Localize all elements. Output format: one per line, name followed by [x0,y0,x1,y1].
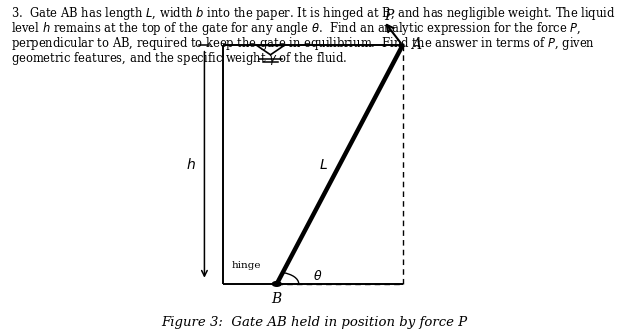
Text: $L$: $L$ [320,158,328,172]
Text: level $h$ remains at the top of the gate for any angle $\theta$.  Find an analyt: level $h$ remains at the top of the gate… [11,20,581,37]
Text: $\theta$: $\theta$ [313,268,322,283]
Text: 3.  Gate AB has length $L$, width $b$ into the paper. It is hinged at B, and has: 3. Gate AB has length $L$, width $b$ int… [11,5,616,22]
Text: geometric features, and the specific weight $\gamma$ of the fluid.: geometric features, and the specific wei… [11,50,348,68]
Text: A: A [411,38,421,52]
Text: perpendicular to AB, required to keep the gate in equilibrium.  Find the answer : perpendicular to AB, required to keep th… [11,35,596,52]
Text: $h$: $h$ [186,157,196,172]
Text: P: P [384,9,393,23]
Text: B: B [272,292,282,306]
Circle shape [272,282,281,286]
Text: hinge: hinge [232,261,261,270]
Text: Figure 3:  Gate AB held in position by force P: Figure 3: Gate AB held in position by fo… [162,316,467,329]
